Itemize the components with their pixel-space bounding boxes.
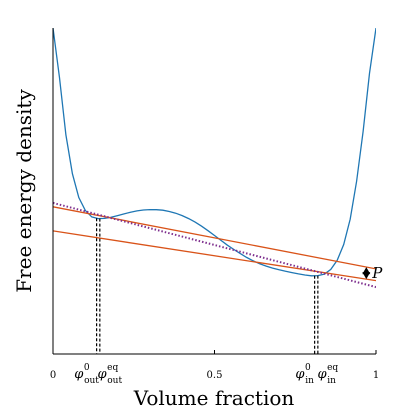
y-axis-label: Free energy density (12, 89, 36, 293)
x-axis-label: Volume fraction (133, 386, 295, 410)
common-tangent-dotted (53, 201, 376, 289)
plot-lines (53, 28, 376, 289)
phi-label: φeq in (318, 363, 339, 386)
tangent-upper (53, 206, 376, 270)
phi-label: φ0 out (74, 363, 99, 386)
x-tick-label: 1 (373, 370, 379, 381)
phi-label: φeq out (98, 363, 123, 386)
x-tick-label: 0.5 (207, 370, 223, 381)
dashed-markers (96, 218, 319, 354)
pressure-label: P (371, 264, 383, 282)
x-ticks: 0 0.5 1 (50, 350, 379, 381)
phi-label: φ0 in (295, 363, 314, 386)
x-tick-label: 0 (50, 370, 56, 381)
pressure-arrow-head-down (362, 272, 371, 280)
free-energy-curve (53, 28, 376, 277)
pressure-annotation: P (362, 264, 383, 282)
